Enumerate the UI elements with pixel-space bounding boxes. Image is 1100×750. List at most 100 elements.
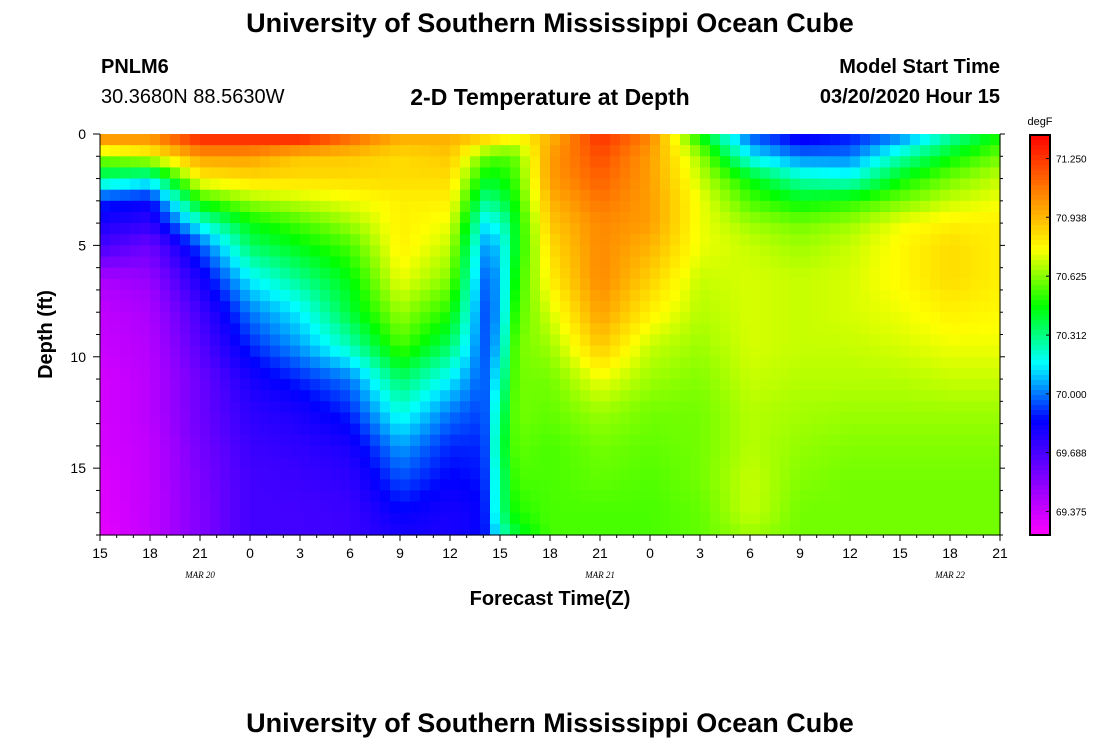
heatmap-cell [500,167,511,180]
heatmap-cell [280,189,291,202]
heatmap-cell [610,145,621,157]
heatmap-cell [940,401,951,414]
colorbar-step [1030,470,1050,476]
heatmap-cell [300,278,311,291]
heatmap-cell [810,167,821,180]
heatmap-cell [530,457,541,469]
heatmap-cell [750,334,761,347]
heatmap-cell [290,200,301,213]
heatmap-cell [360,256,371,269]
heatmap-cell [720,434,731,447]
heatmap-cell [440,245,451,258]
heatmap-cell [670,345,681,358]
heatmap-cell [120,312,131,324]
heatmap-cell [840,245,851,258]
heatmap-cell [920,468,931,480]
heatmap-cell [300,211,311,224]
heatmap-cell [590,256,601,269]
heatmap-cell [470,323,481,336]
heatmap-cell [600,156,611,169]
heatmap-cell [430,278,441,291]
heatmap-cell [910,445,921,458]
heatmap-cell [140,512,151,525]
heatmap-cell [710,167,721,180]
heatmap-cell [890,312,901,324]
heatmap-cell [190,334,201,347]
heatmap-cell [950,501,961,514]
heatmap-cell [270,223,281,235]
heatmap-cell [210,445,221,458]
heatmap-cell [310,379,321,391]
heatmap-cell [420,134,431,146]
heatmap-cell [250,390,261,402]
heatmap-cell [420,356,431,369]
heatmap-cell [670,457,681,469]
heatmap-cell [500,156,511,169]
heatmap-cell [100,211,111,224]
heatmap-cell [310,145,321,157]
heatmap-cell [350,501,361,514]
heatmap-cell [130,401,141,414]
heatmap-cell [280,412,291,425]
heatmap-cell [360,134,371,146]
heatmap-cell [330,457,341,469]
heatmap-cell [450,334,461,347]
heatmap-cell [550,156,561,169]
colorbar-step [1030,295,1050,301]
heatmap-cell [410,390,421,402]
heatmap-cell [970,379,981,391]
heatmap-cell [290,468,301,480]
heatmap-cell [440,412,451,425]
heatmap-cell [520,523,531,536]
heatmap-cell [510,234,521,246]
heatmap-cell [730,390,741,402]
heatmap-cell [990,367,1001,380]
colorbar-step [1030,280,1050,286]
heatmap-cell [360,178,371,191]
heatmap-cell [140,334,151,347]
heatmap-cell [830,278,841,291]
heatmap-cell [550,401,561,414]
heatmap-cell [360,512,371,525]
heatmap-cell [150,200,161,213]
heatmap-cell [230,234,241,246]
heatmap-cell [660,323,671,336]
heatmap-cell [190,189,201,202]
heatmap-cell [930,501,941,514]
heatmap-cell [430,134,441,146]
heatmap-cell [180,379,191,391]
heatmap-cell [390,479,401,492]
heatmap-cell [230,434,241,447]
heatmap-cell [900,211,911,224]
heatmap-cell [180,134,191,146]
heatmap-cell [430,189,441,202]
heatmap-cell [110,278,121,291]
colorbar-step [1030,325,1050,331]
heatmap-cell [500,289,511,302]
heatmap-cell [680,512,691,525]
heatmap-cell [250,412,261,425]
heatmap-cell [280,457,291,469]
heatmap-cell [880,223,891,235]
heatmap-cell [190,490,201,503]
heatmap-cell [610,401,621,414]
heatmap-cell [830,301,841,313]
heatmap-cell [210,479,221,492]
heatmap-cell [880,134,891,146]
heatmap-cell [710,323,721,336]
colorbar-step [1030,205,1050,211]
heatmap-cell [900,278,911,291]
heatmap-cell [760,445,771,458]
heatmap-cell [910,134,921,146]
heatmap-cell [710,156,721,169]
heatmap-cell [780,468,791,480]
heatmap-cell [370,434,381,447]
heatmap-cell [710,301,721,313]
heatmap-cell [320,211,331,224]
heatmap-cell [470,312,481,324]
heatmap-cell [640,245,651,258]
heatmap-cell [380,267,391,280]
heatmap-cell [280,167,291,180]
heatmap-cell [560,234,571,246]
heatmap-cell [110,189,121,202]
